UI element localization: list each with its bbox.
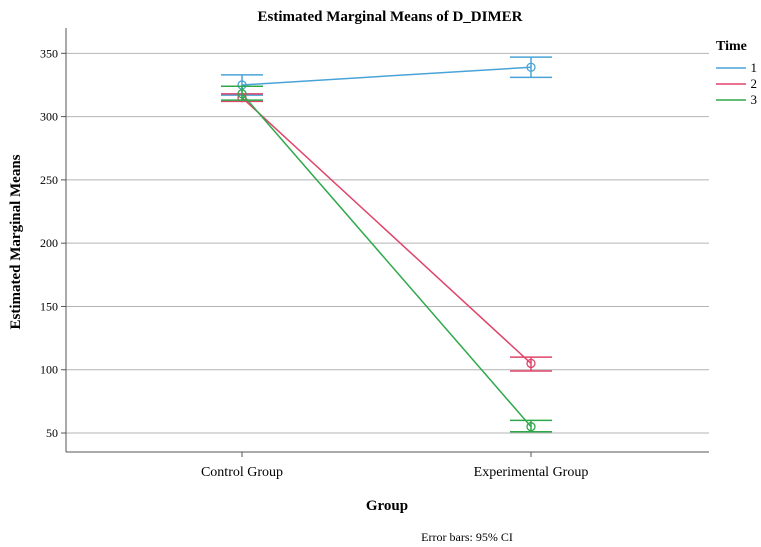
- data-point: [526, 358, 536, 369]
- x-tick-label: Experimental Group: [474, 465, 589, 480]
- chart-title: Estimated Marginal Means of D_DIMER: [258, 9, 523, 25]
- legend-label-2: 2: [751, 76, 758, 91]
- y-tick-label: 250: [40, 173, 58, 187]
- series-line-2: [241, 97, 532, 364]
- legend-label-1: 1: [751, 60, 758, 75]
- y-tick-label: 350: [40, 46, 58, 60]
- series-line-3: [241, 93, 532, 428]
- y-tick-label: 100: [40, 363, 58, 377]
- series-2: [221, 92, 552, 372]
- x-axis-label: Group: [366, 498, 408, 514]
- y-tick-label: 300: [40, 110, 58, 124]
- grid: [66, 52, 709, 434]
- data-point: [526, 62, 536, 72]
- y-tick-label: 150: [40, 299, 58, 313]
- legend-label-3: 3: [751, 92, 758, 107]
- y-tick-label: 50: [46, 426, 58, 440]
- x-axis-ticks: Control Group Experimental Group: [201, 452, 588, 480]
- data-point: [237, 89, 247, 99]
- legend: Time 123: [716, 39, 757, 107]
- axes: [65, 28, 709, 453]
- y-tick-label: 200: [40, 236, 58, 250]
- series-1: [221, 56, 552, 96]
- y-axis-label: Estimated Marginal Means: [8, 154, 24, 329]
- y-axis-ticks: 50 100 150 200 250 300 350: [40, 46, 66, 440]
- x-tick-label: Control Group: [201, 465, 283, 480]
- series-3: [221, 85, 552, 433]
- series-line-1: [241, 66, 532, 86]
- data-point: [526, 422, 536, 432]
- footnote: Error bars: 95% CI: [421, 530, 513, 544]
- legend-title: Time: [716, 39, 747, 54]
- series-layer: [221, 56, 552, 433]
